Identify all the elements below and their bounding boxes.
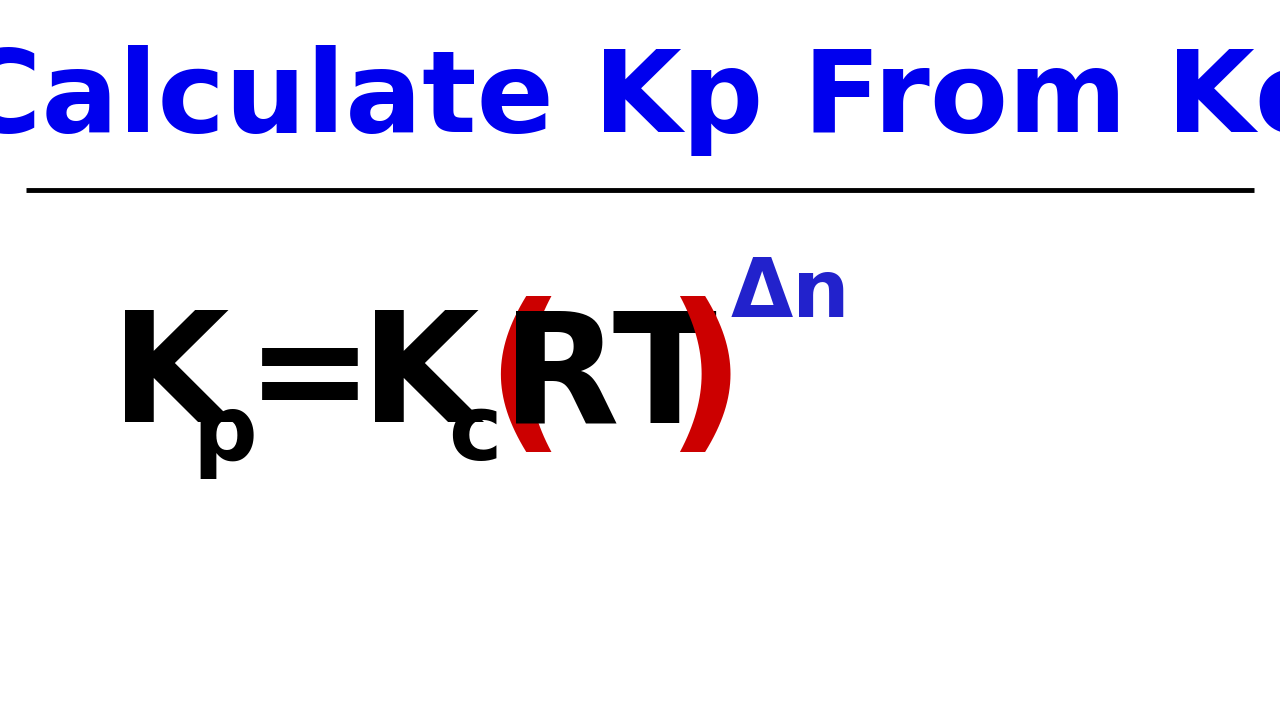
Text: Calculate Kp From Kc: Calculate Kp From Kc: [0, 45, 1280, 156]
Text: p: p: [193, 391, 257, 479]
Text: =: =: [246, 305, 374, 454]
Text: (: (: [485, 295, 564, 464]
Text: c: c: [448, 391, 502, 479]
Text: RT: RT: [503, 305, 718, 454]
Text: ): ): [666, 295, 745, 464]
Text: Δn: Δn: [731, 256, 850, 334]
Text: K: K: [361, 305, 479, 454]
Text: K: K: [111, 305, 229, 454]
